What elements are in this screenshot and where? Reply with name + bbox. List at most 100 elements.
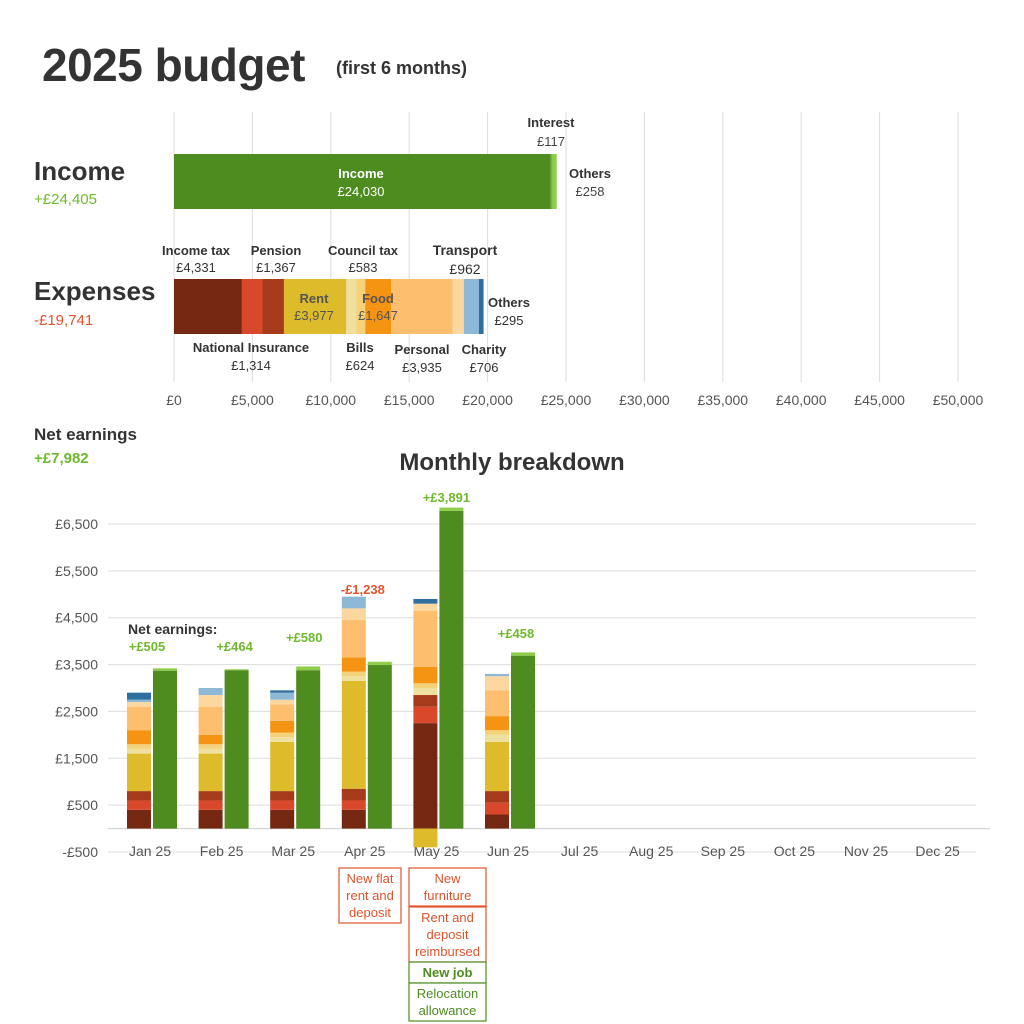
expense-label-bills-value: £624: [346, 358, 375, 373]
income-row-label: Income: [34, 156, 125, 186]
expense-bar-expense_others: [478, 279, 484, 334]
month-4-income-others: [439, 507, 464, 511]
m-y-tick-label: £500: [67, 797, 98, 813]
monthly-chart-title: Monthly breakdown: [399, 449, 624, 476]
expense-label-food-name: Food: [362, 291, 394, 306]
month-0-expense-transport: [127, 699, 151, 703]
month-1-expense-national_insurance: [198, 800, 223, 810]
month-5-income-others: [511, 652, 535, 656]
m-x-tick-label: Mar 25: [271, 843, 315, 859]
expense-bar-personal: [391, 279, 453, 334]
month-1-expense-council_tax: [198, 744, 223, 749]
month-0-expense-personal: [127, 706, 151, 731]
expense-label-transport-name: Transport: [433, 242, 498, 258]
month-4-net-label: +£3,891: [423, 490, 470, 505]
expense-label-personal-name: Personal: [395, 342, 450, 357]
month-2-expense-national_insurance: [270, 800, 295, 810]
month-5-expense-national_insurance: [485, 802, 509, 815]
annotation-line: deposit: [427, 927, 469, 942]
month-5-expense-pension: [485, 791, 509, 803]
expense-label-national_insurance-name: National Insurance: [193, 340, 309, 355]
month-2-expense-income_tax: [270, 809, 295, 829]
m-x-tick-label: Feb 25: [200, 843, 244, 859]
income-bar-others: [552, 154, 557, 209]
month-3-expense-transport: [341, 596, 366, 609]
net-earnings-value: +£7,982: [34, 450, 89, 467]
annotation-line: New job: [423, 965, 473, 980]
month-5-expense-rent: [485, 741, 509, 792]
month-0-expense-expense_others: [127, 692, 151, 700]
expense-bar-national_insurance: [241, 279, 263, 334]
interest-name: Interest: [528, 115, 576, 130]
annotation-1-text: New furniture: [424, 871, 472, 903]
annotation-line: Relocation: [417, 986, 478, 1001]
expense-bar-rent: [283, 279, 347, 334]
month-5-expense-charity: [485, 676, 509, 691]
income-bar-income: [174, 154, 551, 209]
month-2-expense-rent: [270, 741, 295, 792]
income-segment-name: Income: [338, 166, 384, 181]
expense-bar-bills: [346, 279, 357, 334]
expenses-total: -£19,741: [34, 312, 93, 329]
month-5-expense-bills: [485, 734, 509, 742]
month-0-income-others: [153, 668, 177, 671]
m-x-tick-label: Jun 25: [487, 843, 529, 859]
annotation-2-box: [408, 906, 487, 963]
month-1-expense-food: [198, 734, 223, 745]
expense-label-rent-name: Rent: [300, 291, 330, 306]
month-3-expense-national_insurance: [341, 800, 366, 810]
m-y-tick-label: £1,500: [55, 750, 98, 766]
month-4-expense-food: [413, 666, 438, 684]
income-bar-interest: [550, 154, 553, 209]
month-3-expense-bills: [341, 676, 366, 681]
expense-label-transport-value: £962: [449, 261, 480, 277]
month-5-net-label: +£458: [498, 626, 535, 641]
month-4-expense-pension: [413, 695, 438, 707]
expense-bar-income_tax: [174, 279, 242, 334]
annotation-line: reimbursed: [415, 944, 480, 959]
month-0-expense-council_tax: [127, 744, 151, 749]
month-3-income-others: [367, 661, 392, 666]
m-y-tick-label: £6,500: [55, 516, 98, 532]
page-subtitle: (first 6 months): [336, 58, 468, 78]
m-x-tick-label: Jul 25: [561, 843, 599, 859]
expense-label-income_tax-name: Income tax: [162, 243, 231, 258]
month-2-expense-bills: [270, 737, 295, 742]
month-1-expense-pension: [198, 791, 223, 801]
h-x-tick-label: £0: [166, 392, 182, 408]
m-y-tick-label: -£500: [62, 844, 98, 860]
month-0-expense-rent: [127, 753, 151, 792]
m-x-tick-label: Sep 25: [701, 843, 746, 859]
month-2-expense-council_tax: [270, 732, 295, 738]
month-3-expense-personal: [341, 620, 366, 658]
annotation-line: New flat: [347, 871, 394, 886]
month-1-expense-charity: [198, 695, 223, 707]
m-x-tick-label: Jan 25: [129, 843, 171, 859]
month-2-income-others: [296, 666, 321, 671]
expenses-row-label: Expenses: [34, 276, 155, 306]
m-x-tick-label: Dec 25: [915, 843, 960, 859]
month-4-expense-charity: [413, 603, 438, 611]
annotation-0-box: [338, 867, 402, 924]
expense-label-personal-value: £3,935: [402, 360, 442, 375]
annotation-line: allowance: [419, 1003, 477, 1018]
month-2-expense-charity: [270, 699, 295, 705]
expense-label-charity-value: £706: [470, 360, 499, 375]
annotation-0-text: New flat rent and deposit: [346, 871, 394, 920]
month-0-expense-national_insurance: [127, 800, 151, 810]
net-earnings-caption: Net earnings:: [128, 621, 217, 637]
m-y-tick-label: £3,500: [55, 657, 98, 673]
h-x-tick-label: £35,000: [697, 392, 748, 408]
income-others-value: £258: [576, 184, 605, 199]
month-3-expense-pension: [341, 788, 366, 801]
expense-label-charity-name: Charity: [462, 342, 508, 357]
interest-value: £117: [537, 134, 565, 149]
month-2-expense-personal: [270, 704, 295, 721]
m-x-tick-label: Aug 25: [629, 843, 674, 859]
month-3-expense-food: [341, 657, 366, 672]
expense-bar-pension: [262, 279, 284, 334]
annotation-1-box: [408, 867, 487, 907]
m-y-tick-label: £2,500: [55, 703, 98, 719]
month-4-expense-bills: [413, 688, 438, 696]
month-4-expense-personal: [413, 610, 438, 667]
